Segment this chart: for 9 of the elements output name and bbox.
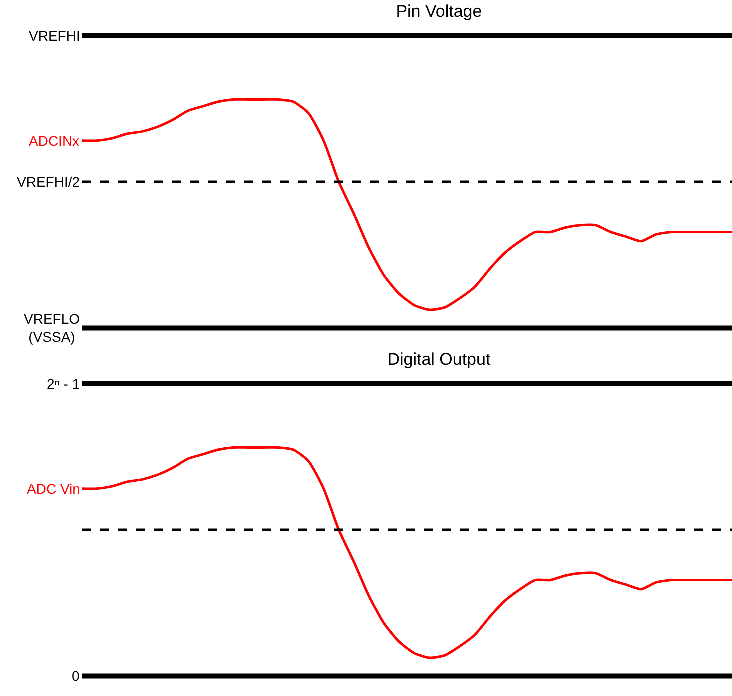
chart-title: Digital Output (388, 350, 491, 370)
series-label: ADCINx (29, 133, 80, 149)
ref-line-label: VREFHI/2 (17, 174, 80, 190)
chart-title: Pin Voltage (396, 2, 482, 22)
ref-line-label: 0 (72, 668, 80, 684)
ref-line-label: VREFLO (VSSA) (24, 311, 80, 346)
ref-line-label: 2ⁿ - 1 (47, 376, 80, 392)
ref-line-label: VREFHI (29, 28, 80, 44)
series-label: ADC Vin (27, 481, 80, 497)
